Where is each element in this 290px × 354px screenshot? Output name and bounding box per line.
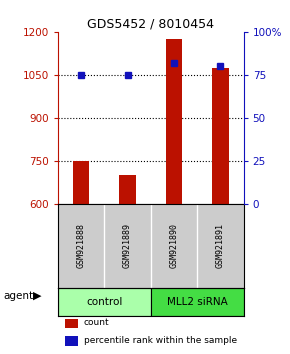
Text: GSM921888: GSM921888 xyxy=(77,223,86,268)
Bar xyxy=(66,319,78,328)
Bar xyxy=(66,336,78,346)
Text: agent: agent xyxy=(3,291,33,301)
Title: GDS5452 / 8010454: GDS5452 / 8010454 xyxy=(87,18,214,31)
Bar xyxy=(73,161,89,204)
Text: count: count xyxy=(84,319,110,327)
Text: GSM921890: GSM921890 xyxy=(169,223,179,268)
Text: percentile rank within the sample: percentile rank within the sample xyxy=(84,336,237,346)
Bar xyxy=(166,39,182,204)
Bar xyxy=(212,68,229,204)
Bar xyxy=(58,287,151,316)
Text: GSM921889: GSM921889 xyxy=(123,223,132,268)
Text: GSM921891: GSM921891 xyxy=(216,223,225,268)
Text: MLL2 siRNA: MLL2 siRNA xyxy=(167,297,228,307)
Bar xyxy=(151,287,244,316)
Text: ▶: ▶ xyxy=(33,291,42,301)
Text: control: control xyxy=(86,297,123,307)
Bar xyxy=(119,175,136,204)
